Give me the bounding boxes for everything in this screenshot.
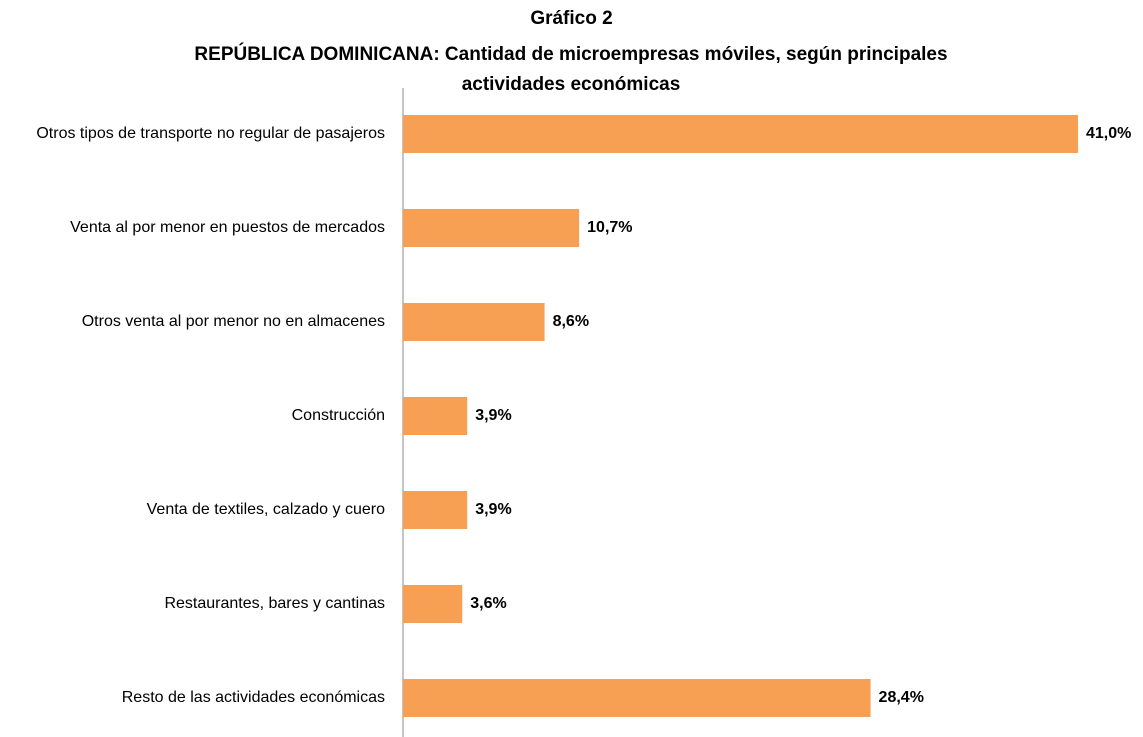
- category-label: Otros tipos de transporte no regular de …: [36, 125, 385, 142]
- value-label: 3,9%: [475, 407, 512, 424]
- category-label: Restaurantes, bares y cantinas: [164, 595, 385, 612]
- bar: [403, 115, 1078, 153]
- category-label: Venta al por menor en puestos de mercado…: [70, 219, 385, 236]
- bar: [403, 491, 468, 529]
- category-label: Resto de las actividades económicas: [121, 689, 385, 706]
- value-label: 3,6%: [470, 595, 507, 612]
- value-label: 10,7%: [587, 219, 633, 236]
- category-label: Venta de textiles, calzado y cuero: [146, 501, 385, 518]
- chart-title: Gráfico 2: [530, 8, 613, 29]
- bar: [403, 679, 871, 717]
- category-label: Otros venta al por menor no en almacenes: [81, 313, 385, 330]
- value-label: 41,0%: [1086, 125, 1132, 142]
- chart-subtitle: REPÚBLICA DOMINICANA: Cantidad de microe…: [194, 44, 948, 95]
- category-label: Construcción: [291, 407, 385, 424]
- value-label: 8,6%: [552, 313, 590, 330]
- bar: [403, 397, 468, 435]
- value-label: 3,9%: [475, 501, 512, 518]
- bar: [403, 209, 580, 247]
- bar: [403, 303, 545, 341]
- bar: [403, 585, 463, 623]
- value-label: 28,4%: [878, 689, 924, 706]
